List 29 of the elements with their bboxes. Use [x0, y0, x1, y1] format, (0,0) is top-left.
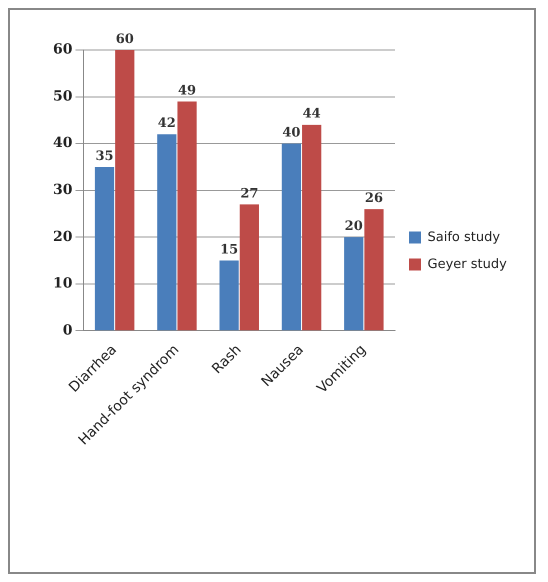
data-label: 27: [240, 186, 258, 202]
y-tick-label: 40: [53, 135, 73, 152]
y-tick-label: 10: [53, 276, 73, 292]
bar: [364, 209, 384, 330]
data-label: 42: [158, 116, 176, 132]
data-label: 15: [220, 242, 238, 258]
data-label: 26: [364, 190, 384, 206]
bar: [240, 204, 259, 330]
bar: [282, 144, 302, 330]
bar: [220, 260, 239, 330]
y-tick-label: 30: [53, 182, 73, 198]
data-label: 20: [344, 219, 363, 234]
bar: [177, 101, 197, 330]
y-tick-label: 50: [53, 88, 73, 104]
y-tick-label: 60: [53, 42, 73, 58]
bar: [302, 124, 322, 330]
data-label: 60: [116, 32, 134, 47]
bar: [157, 134, 176, 330]
legend-label: Saifo study: [428, 230, 500, 245]
y-tick-label: 20: [53, 228, 73, 245]
y-tick-label: 0: [62, 322, 73, 338]
data-label: 44: [302, 106, 321, 122]
bar: [94, 166, 114, 330]
data-label: 40: [282, 125, 300, 140]
data-label: 35: [95, 148, 114, 164]
bar: [344, 237, 364, 330]
data-label: 49: [178, 83, 196, 98]
bar: [115, 50, 134, 330]
legend-label: Geyer study: [428, 256, 508, 272]
